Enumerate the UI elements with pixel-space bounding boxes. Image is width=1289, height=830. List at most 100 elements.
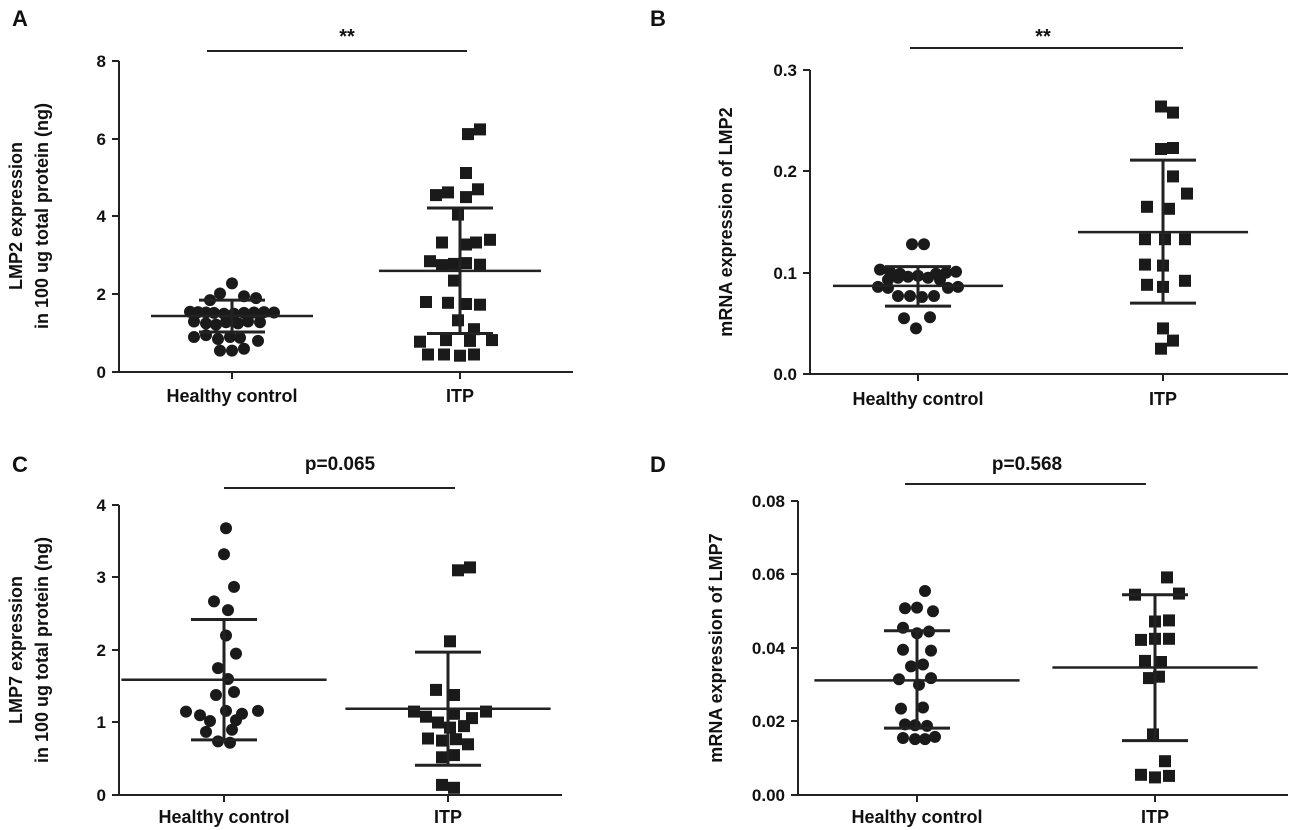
panel-a-group-itp-point — [462, 128, 474, 141]
panel-d-group-healthy-point — [897, 643, 909, 656]
panel-a-group-itp-point — [460, 167, 472, 179]
panel-a-group-healthy-point — [210, 318, 222, 331]
panel-a-group-itp-point — [422, 348, 434, 361]
panel-a-group-itp-point — [470, 236, 482, 249]
panel-a-group-healthy-point — [226, 277, 238, 290]
panel-c-group-healthy-point — [200, 725, 212, 738]
panel-a-significance: ** — [339, 26, 355, 48]
panel-a-group-itp-point — [440, 334, 452, 347]
panel-b-group-itp-point — [1167, 334, 1179, 347]
panel-c-tick-4: 4 — [97, 496, 119, 515]
panel-a-group-itp-point — [460, 257, 472, 270]
panel-c-tick-2-label: 2 — [97, 641, 106, 660]
panel-c-group-healthy-point — [226, 723, 238, 736]
panel-b-group-itp-point — [1167, 170, 1179, 183]
panel-a-group-itp-point — [486, 334, 498, 347]
panel-b-group-itp-point — [1179, 233, 1191, 246]
panel-c-group-healthy-point — [218, 548, 230, 561]
panel-a-group-itp-point — [420, 296, 432, 308]
panel-c-group-itp-point — [432, 716, 444, 729]
panel-a-group-healthy-point — [252, 334, 264, 347]
panel-c-group-itp-point — [448, 689, 460, 701]
panel-d-group-itp-point — [1163, 769, 1175, 782]
panel-b-group-itp-point — [1139, 233, 1151, 246]
panel-d-significance: p=0.568 — [992, 454, 1062, 475]
panel-b-group-healthy-point — [934, 273, 946, 286]
panel-b-group-itp-point — [1155, 143, 1167, 155]
panel-a-ylabel-line2: in 100 ug total protein (ng) — [32, 103, 52, 329]
panel-c-ylabel-line2: in 100 ug total protein (ng) — [32, 537, 52, 763]
panel-c: C p=0.065 LMP7 expression in 100 ug tota… — [6, 452, 562, 827]
panel-d-group-healthy-point — [905, 660, 917, 673]
panel-c-group-itp-point — [444, 635, 456, 648]
panel-a-group-healthy-point — [200, 317, 212, 330]
panel-a-group-healthy-point — [214, 287, 226, 300]
panel-b-tick-3: 0.3 — [773, 61, 810, 80]
panel-c-group-itp-point — [436, 734, 448, 747]
panel-a-category-1: ITP — [446, 386, 474, 406]
panel-a-group-itp-point — [468, 348, 480, 361]
panel-c-category-0: Healthy control — [158, 807, 289, 827]
panel-c-group-healthy-point — [204, 715, 216, 727]
panel-b-group-healthy-point — [910, 322, 922, 335]
panel-a-tick-1: 2 — [97, 285, 119, 304]
panel-a-group-itp-point — [452, 208, 464, 221]
panel-b-group-itp-point — [1141, 278, 1153, 291]
panel-d-category-0: Healthy control — [851, 807, 982, 827]
panel-a-group-healthy-point — [212, 333, 224, 345]
panel-d-group-itp-point — [1155, 656, 1167, 668]
panel-c-group-healthy-point — [230, 714, 242, 727]
panel-a-tick-3: 6 — [97, 130, 119, 149]
panel-a-group-itp-point — [442, 296, 454, 309]
panel-c-group-itp-point — [436, 751, 448, 764]
panel-c-group-healthy-point — [180, 705, 192, 718]
panel-b-group-healthy-point — [892, 271, 904, 284]
panel-d-group-itp-point — [1135, 768, 1147, 781]
panel-b-category-0: Healthy control — [852, 389, 983, 409]
panel-d-group-itp-point — [1139, 654, 1151, 667]
panel-d-tick-1-label: 0.02 — [752, 712, 785, 731]
panel-b-group-itp-point — [1159, 233, 1171, 246]
panel-b-group-healthy-point — [874, 263, 886, 276]
panel-a-group-healthy-point — [238, 342, 250, 355]
panel-d-group-itp-point — [1163, 632, 1175, 645]
panel-a-group-itp-point — [474, 258, 486, 271]
panel-b-group-healthy-point — [892, 290, 904, 302]
panel-a-group-healthy-point — [226, 344, 238, 357]
panel-c-group-healthy-point — [220, 704, 232, 717]
panel-c-group-itp-point — [444, 721, 456, 734]
panel-a-marks — [151, 123, 541, 362]
panel-a-ylabel-line1: LMP2 expression — [6, 142, 26, 290]
panel-c-group-itp-point — [408, 705, 420, 718]
panel-a-group-itp-point — [448, 257, 460, 270]
panel-c-group-itp-point — [480, 705, 492, 718]
panel-b-group-healthy-point — [904, 290, 916, 302]
panel-d-group-healthy-point — [917, 658, 929, 671]
panel-c-tick-1: 1 — [97, 713, 119, 732]
panel-d-group-itp-point — [1163, 614, 1175, 627]
panel-b-tick-2: 0.2 — [773, 162, 810, 181]
panel-b: B ** mRNA expression of LMP2 0.0 0.1 0.2… — [650, 6, 1288, 409]
panel-c-group-healthy-point — [228, 580, 240, 593]
panel-c-group-healthy-point — [208, 595, 220, 608]
panel-d-group-healthy-point — [925, 672, 937, 685]
panel-c-group-healthy-point — [212, 662, 224, 675]
panel-b-group-itp-point — [1167, 142, 1179, 154]
panel-b-group-itp-point — [1141, 200, 1153, 213]
panel-a-group-itp-point — [430, 189, 442, 202]
panel-a-tick-1-label: 2 — [97, 285, 106, 304]
panel-d-tick-1: 0.02 — [752, 712, 798, 731]
panel-d-tick-3: 0.06 — [752, 565, 798, 584]
panel-c-tick-2: 2 — [97, 641, 119, 660]
panel-a-group-healthy-point — [214, 344, 226, 357]
panel-c-tick-4-label: 4 — [97, 496, 107, 515]
panel-c-group-itp-point — [448, 781, 460, 794]
panel-d-tick-4: 0.08 — [752, 492, 798, 511]
panel-a-group-healthy-point — [220, 316, 232, 329]
panel-b-group-itp-point — [1167, 106, 1179, 119]
panel-c-group-itp-point — [450, 733, 462, 746]
panel-b-group-itp-point — [1163, 202, 1175, 215]
panel-a-group-healthy-point — [250, 292, 262, 305]
panel-d-group-healthy-point — [909, 733, 921, 746]
panel-c-group-itp-point — [430, 683, 442, 696]
